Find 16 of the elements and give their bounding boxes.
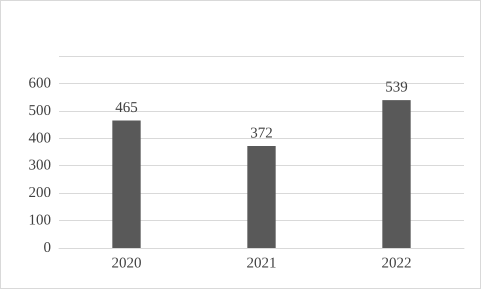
data-label: 372 [250, 125, 273, 142]
x-tick-label: 2020 [112, 256, 142, 272]
y-tick-label: 500 [28, 102, 51, 119]
y-tick-label: 200 [28, 185, 51, 202]
bar [112, 120, 141, 248]
x-tick-label: 2022 [382, 256, 412, 272]
y-tick-label: 0 [44, 240, 51, 256]
y-tick-label: 100 [28, 212, 51, 229]
bar [247, 146, 276, 248]
y-tick-label: 300 [28, 158, 51, 174]
y-tick-label: 600 [28, 75, 51, 92]
data-label: 539 [385, 80, 408, 96]
data-label: 465 [115, 100, 138, 116]
x-tick-label: 2021 [246, 256, 276, 272]
y-tick-label: 400 [28, 130, 51, 146]
bar [382, 100, 411, 248]
